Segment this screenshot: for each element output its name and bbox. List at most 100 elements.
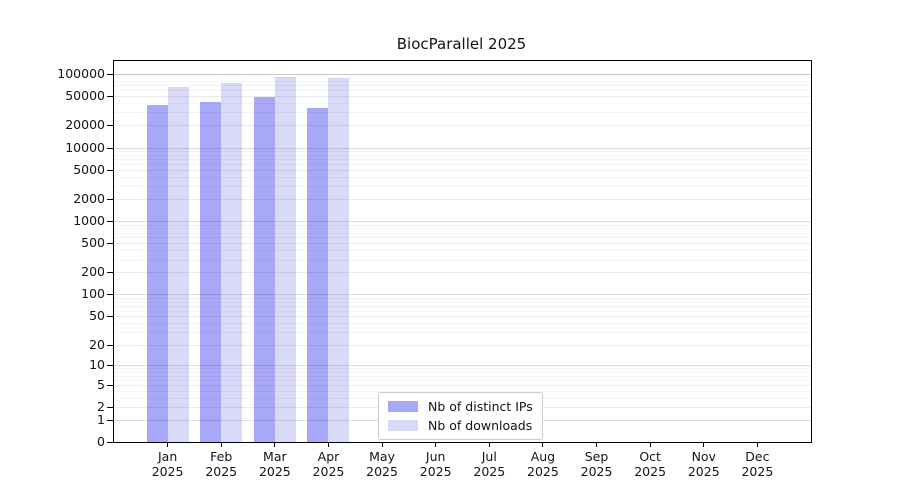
x-tick-label-apr: Apr 2025: [296, 449, 360, 479]
y-tick-label-200: 200: [81, 264, 105, 280]
x-tick-month: May: [369, 449, 395, 464]
x-tick-month: Apr: [317, 449, 340, 464]
y-tick-label-1000: 1000: [73, 213, 105, 229]
gridline-50000: [114, 96, 811, 98]
legend-swatch-distinct-ips: [388, 400, 418, 412]
x-tick-mark-mar: [274, 442, 276, 447]
y-tick-label-20: 20: [89, 336, 105, 352]
bar-downloads-mar: [274, 77, 296, 442]
x-tick-month: Jun: [425, 449, 446, 464]
y-tick-mark-1000: [107, 221, 113, 223]
bar-downloads-apr: [328, 78, 350, 442]
y-tick-label-0: 0: [97, 434, 105, 449]
x-tick-label-may: May 2025: [350, 449, 414, 479]
legend: Nb of distinct IPs Nb of downloads: [378, 392, 543, 440]
x-tick-month: Mar: [263, 449, 287, 464]
x-tick-year: 2025: [634, 464, 667, 479]
x-tick-mark-apr: [327, 442, 329, 447]
y-tick-label-1: 1: [97, 411, 105, 427]
x-tick-year: 2025: [580, 464, 613, 479]
y-tick-label-2: 2: [97, 398, 105, 414]
x-tick-mark-aug: [542, 442, 544, 447]
gridline-minor: [114, 77, 811, 79]
x-tick-year: 2025: [205, 464, 238, 479]
x-tick-year: 2025: [473, 464, 506, 479]
y-tick-mark-10000: [107, 147, 113, 149]
y-tick-label-100000: 100000: [57, 65, 105, 81]
x-tick-month: Jan: [157, 449, 178, 464]
y-tick-mark-2: [107, 406, 113, 408]
y-tick-mark-5000: [107, 169, 113, 171]
legend-row-distinct-ips: Nb of distinct IPs: [388, 398, 533, 414]
chart-title: BiocParallel 2025: [396, 35, 527, 53]
bar-downloads-jan: [167, 87, 189, 442]
x-tick-year: 2025: [741, 464, 774, 479]
y-tick-mark-100000: [107, 73, 113, 75]
y-tick-mark-50: [107, 316, 113, 318]
x-tick-mark-sep: [596, 442, 598, 447]
x-tick-mark-may: [381, 442, 383, 447]
x-tick-year: 2025: [687, 464, 720, 479]
gridline-minor: [114, 85, 811, 87]
gridline-minor: [114, 81, 811, 83]
x-tick-mark-jun: [435, 442, 437, 447]
gridline-minor: [114, 90, 811, 92]
legend-label-downloads: Nb of downloads: [428, 417, 533, 433]
y-tick-mark-10: [107, 365, 113, 367]
gridline-100000: [114, 73, 811, 75]
x-tick-label-jul: Jul 2025: [457, 449, 521, 479]
x-tick-month: Feb: [210, 449, 233, 464]
x-tick-label-dec: Dec 2025: [725, 449, 789, 479]
x-tick-month: Dec: [745, 449, 770, 464]
y-tick-mark-0: [107, 442, 113, 443]
y-tick-label-5000: 5000: [73, 161, 105, 177]
y-tick-label-10000: 10000: [65, 139, 105, 155]
y-tick-mark-500: [107, 243, 113, 245]
legend-swatch-downloads: [388, 419, 418, 431]
x-tick-month: Aug: [530, 449, 556, 464]
x-tick-month: Oct: [639, 449, 661, 464]
x-tick-month: Sep: [584, 449, 609, 464]
x-tick-year: 2025: [419, 464, 452, 479]
y-tick-mark-1: [107, 419, 113, 421]
y-tick-label-2000: 2000: [73, 191, 105, 206]
y-tick-label-5: 5: [97, 376, 105, 392]
y-tick-mark-50000: [107, 96, 113, 98]
x-tick-label-feb: Feb 2025: [189, 449, 253, 479]
y-tick-label-50: 50: [89, 308, 105, 324]
legend-label-distinct-ips: Nb of distinct IPs: [428, 398, 533, 414]
x-tick-month: Nov: [691, 449, 716, 464]
y-tick-mark-5: [107, 384, 113, 386]
y-tick-label-100: 100: [81, 286, 105, 302]
x-tick-mark-jan: [167, 442, 169, 447]
x-tick-label-jan: Jan 2025: [136, 449, 200, 479]
y-tick-mark-20000: [107, 125, 113, 127]
y-tick-mark-2000: [107, 199, 113, 200]
x-tick-label-jun: Jun 2025: [404, 449, 468, 479]
x-tick-mark-oct: [649, 442, 651, 447]
bar-distinct-ips-jan: [146, 105, 168, 442]
x-tick-mark-jul: [488, 442, 490, 447]
x-tick-label-mar: Mar 2025: [243, 449, 307, 479]
y-tick-label-500: 500: [81, 235, 105, 251]
x-tick-year: 2025: [258, 464, 291, 479]
y-tick-label-50000: 50000: [65, 88, 105, 104]
legend-row-downloads: Nb of downloads: [388, 417, 533, 433]
y-tick-label-10: 10: [89, 357, 105, 373]
x-tick-mark-dec: [756, 442, 758, 447]
y-tick-label-20000: 20000: [65, 117, 105, 133]
y-tick-mark-100: [107, 294, 113, 296]
x-tick-year: 2025: [151, 464, 184, 479]
bar-distinct-ips-apr: [307, 108, 329, 442]
x-tick-year: 2025: [312, 464, 345, 479]
x-tick-label-nov: Nov 2025: [672, 449, 736, 479]
bar-downloads-feb: [221, 83, 243, 442]
x-tick-label-sep: Sep 2025: [565, 449, 629, 479]
x-tick-year: 2025: [527, 464, 559, 479]
bar-distinct-ips-mar: [253, 97, 275, 442]
x-tick-mark-feb: [220, 442, 222, 447]
bar-distinct-ips-feb: [200, 101, 222, 442]
x-tick-label-aug: Aug 2025: [511, 449, 575, 479]
